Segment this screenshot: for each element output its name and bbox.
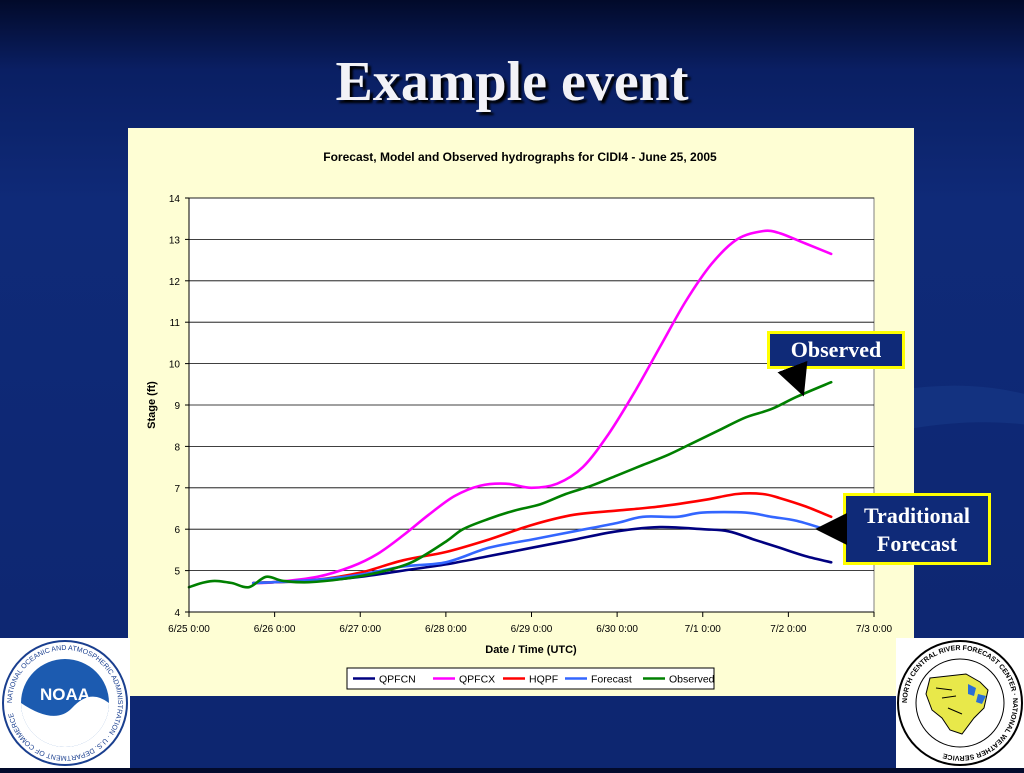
x-tick-label: 7/2 0:00 (770, 624, 807, 635)
x-tick-label: 7/1 0:00 (685, 624, 722, 635)
y-tick-label: 8 (174, 442, 180, 453)
ncrfc-seal-icon: NORTH CENTRAL RIVER FORECAST CENTER · NA… (897, 640, 1023, 766)
x-axis-label: Date / Time (UTC) (485, 644, 577, 656)
y-tick-label: 5 (174, 567, 180, 578)
legend-label-observed: Observed (669, 674, 715, 686)
legend-label-forecast: Forecast (591, 674, 632, 686)
series-line-forecast (251, 510, 833, 585)
legend-box (346, 667, 715, 690)
traditional-forecast-callout: Traditional Forecast (843, 493, 991, 565)
y-tick-label: 6 (174, 525, 180, 536)
hydrograph-chart: Forecast, Model and Observed hydrographs… (146, 150, 893, 690)
noaa-seal-icon: NOAA NATIONAL OCEANIC AND ATMOSPHERIC AD… (2, 640, 128, 766)
chart-panel: Forecast, Model and Observed hydrographs… (128, 128, 914, 696)
legend-label-hqpf: HQPF (529, 674, 558, 686)
y-tick-label: 4 (174, 608, 180, 619)
x-tick-label: 6/28 0:00 (425, 624, 467, 635)
slide-title: Example event (335, 51, 689, 113)
x-tick-label: 6/25 0:00 (168, 624, 210, 635)
x-tick-label: 6/27 0:00 (339, 624, 381, 635)
noaa-wordmark: NOAA (40, 685, 90, 704)
observed-arrow (777, 360, 808, 397)
axes: 4 5 6 7 8 9 10 11 12 13 14 6/25 0:00 6/26 0:00 6/27 0… (168, 194, 892, 635)
x-tick-label: 7/3 0:00 (856, 624, 893, 635)
x-tick-label: 6/30 0:00 (596, 624, 638, 635)
traditional-callout-line2: Forecast (876, 531, 958, 556)
series-lines (187, 229, 833, 589)
series-line-observed (187, 380, 833, 589)
chart-legend: QPFCN QPFCX HQPF Forecast Observed (346, 667, 715, 690)
y-tick-label: 10 (169, 360, 181, 371)
x-tick-label: 6/26 0:00 (254, 624, 296, 635)
y-tick-label: 13 (169, 235, 181, 246)
y-tick-label: 9 (174, 401, 180, 412)
noaa-logo: NOAA NATIONAL OCEANIC AND ATMOSPHERIC AD… (0, 638, 130, 768)
y-tick-label: 7 (174, 484, 180, 495)
x-tick-label: 6/29 0:00 (511, 624, 553, 635)
y-axis-label: Stage (ft) (146, 381, 158, 429)
traditional-callout-line1: Traditional (864, 503, 970, 528)
y-tick-label: 11 (170, 318, 181, 329)
y-tick-label: 12 (169, 277, 181, 288)
legend-label-qpfcx: QPFCX (459, 674, 495, 686)
series-line-qpfcx (251, 229, 833, 585)
observed-callout-label: Observed (790, 337, 882, 362)
chart-title: Forecast, Model and Observed hydrographs… (323, 150, 717, 164)
ncrfc-logo: NORTH CENTRAL RIVER FORECAST CENTER · NA… (896, 638, 1024, 768)
y-tick-label: 14 (169, 194, 181, 205)
legend-label-qpfcn: QPFCN (379, 674, 416, 686)
